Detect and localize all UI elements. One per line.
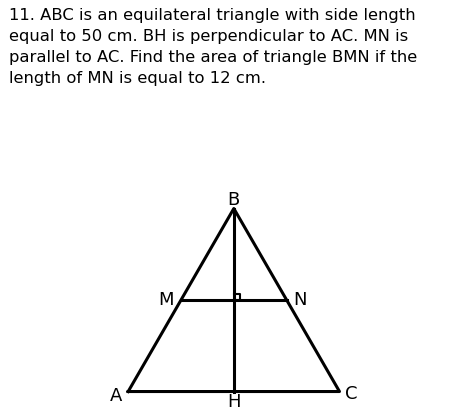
Text: M: M (158, 291, 174, 309)
Text: 11. ABC is an equilateral triangle with side length
equal to 50 cm. BH is perpen: 11. ABC is an equilateral triangle with … (9, 8, 418, 86)
Text: H: H (227, 393, 241, 411)
Text: B: B (228, 191, 240, 209)
Text: C: C (345, 385, 357, 403)
Text: A: A (110, 387, 123, 405)
Text: N: N (294, 291, 307, 309)
